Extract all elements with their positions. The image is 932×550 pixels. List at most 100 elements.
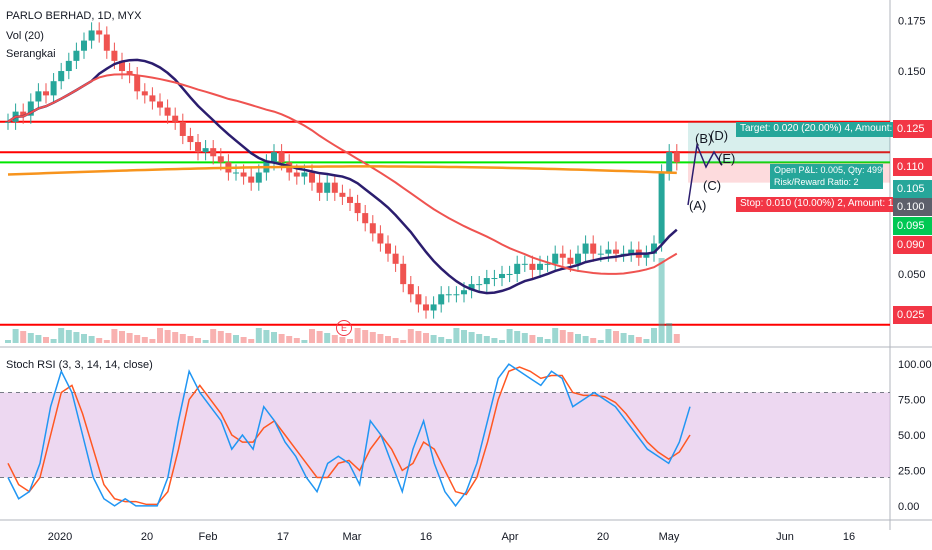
candle-body [119,60,125,72]
candle-body [461,290,467,295]
symbol-title: PARLO BERHAD, 1D, MYX [6,10,142,22]
volume-bar [415,331,422,343]
wave-label-a: (A) [689,198,707,213]
candle-body [179,121,186,136]
volume-bar [407,329,414,343]
volume-bar [620,333,627,343]
stoch-rsi-label: Stoch RSI (3, 3, 14, 14, close) [6,359,153,371]
candle-body [423,304,429,311]
price-tag-0090: 0.090 [893,236,932,254]
candle-body [255,172,262,183]
volume-bar [651,328,657,343]
candle-body [514,263,521,274]
volume-bar [88,336,95,343]
volume-bar [613,331,619,343]
volume-bar [567,332,574,343]
volume-bar [529,335,536,343]
volume-bar [499,340,505,343]
volume-bar [673,334,680,343]
candle-body [172,115,179,122]
volume-bar [187,336,194,343]
time-axis-tick: 20 [597,531,609,543]
candle-body [149,95,156,102]
volume-bar [590,338,597,343]
volume-bar [35,335,42,343]
volume-bar [324,333,331,343]
candle-body [552,253,559,264]
volume-bar [635,337,642,343]
candle-body [377,233,384,244]
wave-label-d: (D) [710,128,729,143]
candle-body [5,121,11,123]
ma-slow-line [7,165,677,176]
risk-reward-label: Risk/Reward Ratio: 2 [770,176,883,189]
candle-body [58,71,65,82]
ma-mid-line [7,73,678,275]
candle-body [187,135,194,143]
candle-body [400,263,407,285]
candle-body [613,249,619,254]
volume-bar [461,330,467,343]
candle-body [301,172,308,177]
event-marker[interactable]: E [336,320,352,336]
candle-body [605,249,612,254]
volume-bar [582,336,589,343]
volume-bar [331,335,338,343]
candle-body [20,111,27,116]
volume-bar [643,339,650,343]
volume-bar [430,335,437,343]
volume-bar [506,329,513,343]
time-axis-tick: 20 [141,531,153,543]
volume-bar [575,334,581,343]
time-axis-tick: Mar [343,531,362,543]
candle-body [506,273,513,275]
volume-bar [552,328,559,343]
volume-bar [58,328,65,343]
volume-bar [438,337,445,343]
volume-bar [119,331,125,343]
candle-body [407,284,414,295]
price-axis-tick: 0.150 [898,66,926,78]
candle-body [468,284,475,291]
volume-bar [195,338,201,343]
candle-body [362,213,369,224]
volume-bar [149,339,156,343]
time-axis-tick: 2020 [48,531,72,543]
candle-body [324,182,331,193]
candle-body [73,50,80,61]
candle-body [126,71,133,76]
volume-bar [301,340,308,343]
volume-bar [271,332,277,343]
stoch-axis-tick: 75.00 [898,395,926,407]
volume-bar [293,338,300,343]
stoch-axis-tick: 25.00 [898,465,926,477]
time-axis-tick: 16 [420,531,432,543]
volume-bar [476,334,483,343]
volume-bar [172,332,179,343]
candle-body [347,196,353,203]
candle-body [529,263,536,270]
price-tag-0105: 0.105 [893,180,932,198]
candle-body [210,148,217,157]
volume-bar [179,334,186,343]
volume-bar [544,339,551,343]
time-axis-tick: Apr [501,531,518,543]
candle-body [430,304,437,311]
candle-body [195,142,201,153]
candle-body [567,257,574,264]
time-axis-tick: May [659,531,680,543]
candle-body [658,172,665,244]
candle-body [50,81,57,96]
candle-body [537,263,543,270]
wave-label-c: (C) [703,178,722,193]
volume-bar [103,340,110,343]
volume-bar [81,334,87,343]
candle-body [476,284,483,286]
volume-bar [453,328,460,343]
candle-body [141,91,148,96]
price-axis-tick: 0.175 [898,15,926,27]
candle-body [597,253,604,255]
candle-body [88,30,95,41]
volume-bar [233,335,239,343]
